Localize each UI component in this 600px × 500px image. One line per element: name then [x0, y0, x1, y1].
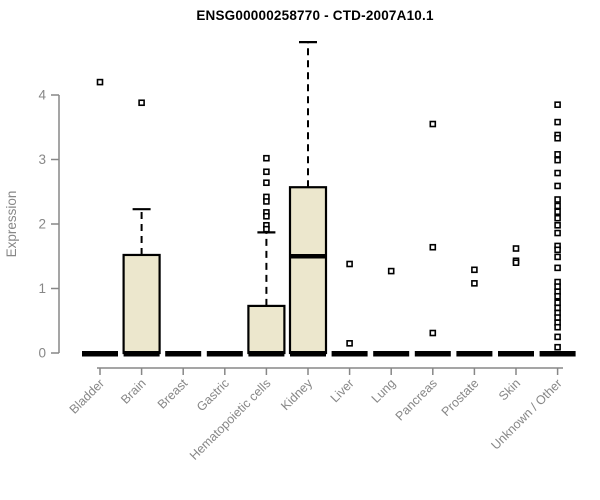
box-rect — [247, 304, 286, 355]
x-tick-label: Breast — [155, 376, 191, 412]
zero-median-bar — [539, 351, 576, 357]
outlier-point — [554, 283, 561, 290]
box-rect — [122, 253, 161, 355]
outlier-point — [471, 266, 478, 274]
y-axis-title: Expression — [4, 191, 19, 258]
outlier-point — [554, 253, 561, 261]
outlier-point — [554, 182, 561, 190]
zero-median-bar — [373, 351, 410, 357]
outlier-point — [554, 156, 561, 164]
zero-median-bar — [123, 351, 160, 357]
outlier-point — [263, 225, 270, 233]
outlier-point — [554, 214, 561, 222]
x-tick-label: Bladder — [67, 376, 107, 416]
outlier-point — [554, 208, 561, 216]
outlier-point — [138, 99, 145, 107]
outlier-point — [554, 304, 561, 312]
outlier-point — [554, 221, 561, 229]
chart-title: ENSG00000258770 - CTD-2007A10.1 — [196, 8, 434, 23]
outlier-point — [263, 179, 270, 187]
outlier-point — [554, 134, 561, 142]
zero-median-bar — [456, 351, 493, 357]
outlier-point — [554, 196, 561, 203]
x-tick-label: Gastric — [194, 376, 232, 414]
y-tick-label: 2 — [38, 217, 46, 232]
outlier-point — [554, 314, 561, 321]
y-tick-label: 3 — [38, 152, 46, 167]
outlier-point — [554, 333, 561, 341]
outlier-point — [554, 299, 561, 306]
x-tick-label: Pancreas — [393, 376, 440, 423]
outlier-point — [554, 343, 561, 351]
outlier-point — [263, 168, 270, 176]
zero-median-bar — [331, 351, 368, 357]
zero-median-bar — [290, 351, 326, 357]
x-tick-label: Hematopoietic cells — [187, 376, 274, 463]
outlier-point — [263, 212, 270, 220]
outlier-point — [512, 259, 520, 267]
outlier-point — [554, 229, 561, 237]
outlier-point — [346, 260, 353, 268]
zero-median-bar — [82, 351, 118, 357]
outlier-point — [263, 198, 270, 205]
outlier-point — [387, 267, 395, 275]
outlier-point — [554, 118, 561, 126]
zero-median-bar — [165, 351, 202, 357]
outlier-point — [554, 101, 561, 108]
x-tick-label: Brain — [118, 376, 149, 407]
zero-median-bar — [248, 351, 285, 357]
outlier-point — [429, 120, 437, 128]
outlier-point — [429, 243, 437, 251]
y-tick-label: 4 — [38, 88, 46, 103]
outlier-point — [554, 264, 561, 272]
outlier-point — [554, 202, 561, 210]
outlier-point — [554, 323, 561, 331]
x-tick-label: Skin — [496, 376, 523, 403]
x-tick-label: Prostate — [439, 376, 482, 419]
y-tick-label: 0 — [38, 346, 46, 361]
x-tick-label: Lung — [369, 376, 399, 406]
zero-median-bar — [206, 351, 243, 357]
outlier-point — [471, 280, 478, 287]
zero-median-bar — [498, 351, 534, 357]
outlier-point — [554, 169, 561, 177]
outlier-point — [263, 154, 270, 162]
outlier-point — [512, 245, 520, 252]
x-tick-label: Kidney — [278, 376, 315, 413]
outlier-point — [554, 151, 561, 158]
zero-median-bar — [414, 351, 451, 357]
outlier-point — [429, 329, 437, 337]
outlier-point — [554, 246, 561, 254]
y-tick-label: 1 — [38, 281, 46, 296]
x-tick-label: Unknown / Other — [488, 376, 564, 452]
x-tick-label: Liver — [328, 376, 357, 405]
box-rect — [288, 186, 328, 355]
outlier-point — [346, 340, 353, 347]
outlier-point — [554, 292, 561, 300]
outlier-point — [96, 78, 104, 86]
